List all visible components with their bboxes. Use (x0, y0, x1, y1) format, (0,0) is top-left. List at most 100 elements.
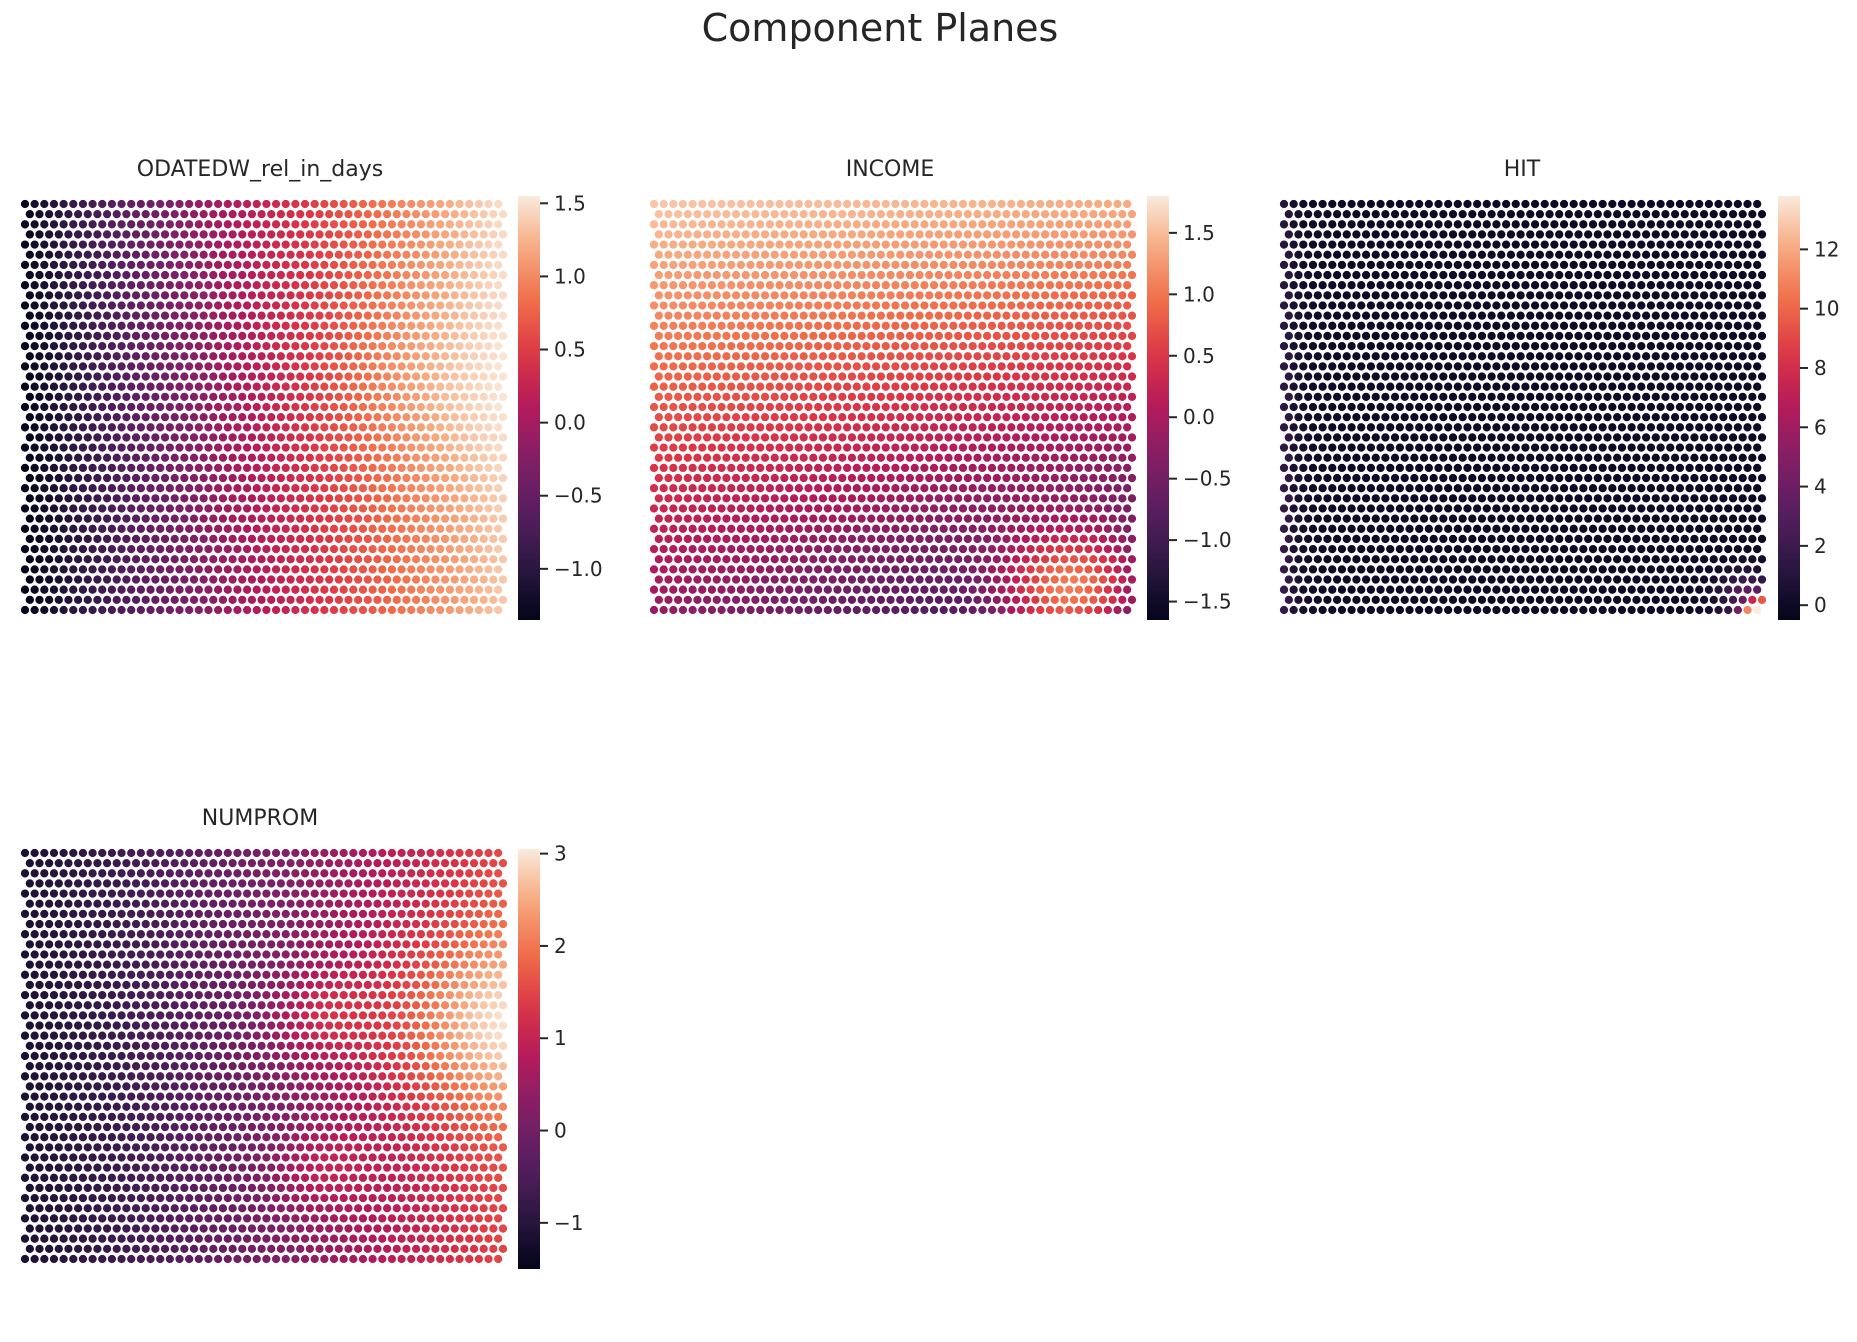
hex-cell (280, 605, 291, 615)
hex-cell (208, 493, 219, 504)
hex-cell (769, 574, 780, 585)
hex-cell (808, 270, 819, 280)
hex-cell (1127, 209, 1137, 219)
hex-cell (218, 229, 228, 240)
hex-cell (934, 412, 944, 422)
hex-cell (58, 260, 69, 270)
hex-cell (774, 584, 785, 595)
hex-cell (992, 290, 1002, 301)
hex-cell (1025, 361, 1036, 372)
hex-cell (919, 239, 930, 250)
hex-cell (1448, 229, 1458, 240)
hex-cell (406, 260, 417, 270)
hex-cell (866, 493, 877, 504)
hex-cell (803, 463, 814, 473)
hex-cell (1708, 290, 1719, 301)
hex-cell (1030, 513, 1041, 524)
hex-cell (856, 209, 867, 219)
hex-cell (789, 432, 799, 443)
hex-cell (678, 605, 688, 615)
hex-cell (392, 371, 402, 382)
hex-cell (483, 199, 494, 209)
hex-cell (823, 524, 833, 534)
hex-cell (454, 219, 465, 230)
hex-cell (1708, 351, 1719, 361)
hex-cell (1093, 605, 1103, 615)
hex-cell (1050, 493, 1060, 504)
hex-cell (338, 381, 349, 392)
hex-cell (478, 250, 489, 260)
hex-cell (678, 463, 688, 473)
hex-cell (1035, 544, 1046, 554)
hex-cell (895, 392, 905, 402)
hex-cell (1303, 290, 1313, 301)
hex-cell (227, 574, 238, 585)
hex-cell (39, 280, 50, 290)
hex-cell (1428, 310, 1439, 321)
hex-cell (943, 554, 954, 564)
hex-cell (478, 473, 489, 483)
hex-cell (1617, 199, 1627, 209)
hex-cell (1127, 331, 1137, 341)
hex-cell (943, 351, 954, 361)
hex-cell (726, 544, 736, 554)
hex-cell (827, 351, 838, 361)
hex-cell (1602, 310, 1613, 321)
hex-cell (440, 534, 450, 544)
hex-cell (842, 524, 852, 534)
hex-cell (1607, 219, 1618, 230)
hex-cell (203, 503, 214, 514)
hex-cell (358, 341, 368, 351)
hex-cell (338, 584, 349, 595)
hex-cell (1438, 310, 1449, 321)
hex-cell (242, 219, 252, 230)
hex-cell (425, 199, 436, 209)
hex-cell (1040, 432, 1050, 443)
hex-cell (305, 209, 315, 219)
hex-cell (1472, 321, 1482, 331)
hex-cell (1395, 361, 1405, 372)
hex-cell (223, 219, 233, 230)
hex-cell (1030, 331, 1041, 341)
hex-cell (852, 381, 862, 392)
hex-cell (1694, 341, 1704, 351)
hex-cell (198, 473, 209, 483)
hex-cell (1346, 260, 1357, 270)
hex-cell (1122, 503, 1132, 514)
hex-cell (488, 310, 499, 321)
hex-cell (203, 442, 214, 453)
hex-cell (54, 229, 64, 240)
hex-cell (1127, 351, 1137, 361)
hex-cell (372, 290, 383, 301)
hex-cell (334, 595, 344, 605)
hex-cell (305, 371, 315, 382)
hex-cell (1424, 321, 1434, 331)
hex-cell (247, 473, 257, 483)
hex-cell (58, 280, 69, 290)
hex-cell (818, 371, 828, 382)
hex-cell (1675, 260, 1685, 270)
hex-cell (107, 361, 117, 372)
hex-cell (765, 361, 775, 372)
hex-cell (1535, 250, 1545, 260)
hex-cell (102, 534, 112, 544)
hex-cell (406, 463, 417, 473)
hex-cell (987, 544, 997, 554)
hex-cell (866, 290, 877, 301)
hex-cell (1718, 290, 1729, 301)
hex-cell (895, 270, 905, 280)
hex-cell (54, 432, 64, 443)
hex-cell (295, 493, 305, 504)
hex-cell (300, 483, 310, 493)
hex-cell (290, 524, 301, 534)
hex-cell (707, 300, 717, 311)
hex-cell (459, 574, 470, 585)
hex-cell (692, 554, 703, 564)
hex-cell (736, 219, 746, 230)
hex-cell (731, 493, 741, 504)
hex-cell (663, 310, 674, 321)
hex-cell (169, 209, 180, 219)
hex-cell (252, 260, 262, 270)
hex-cell (702, 574, 712, 585)
hex-cell (1530, 341, 1540, 351)
